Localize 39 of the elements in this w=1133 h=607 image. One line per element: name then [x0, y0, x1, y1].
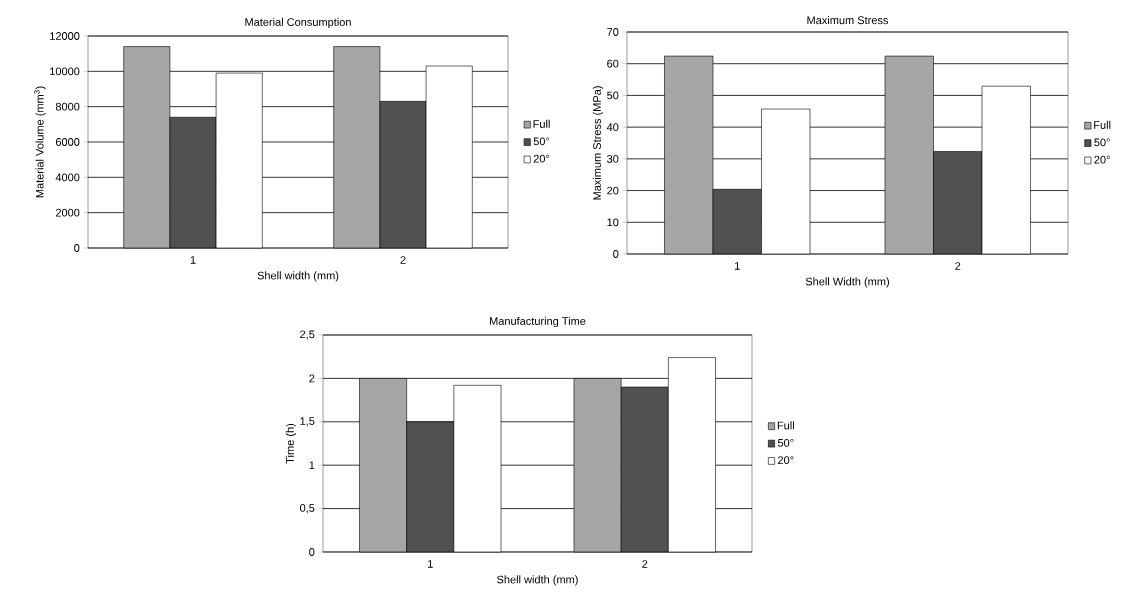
y-tick-label: 6000	[55, 138, 80, 146]
y-tick-label: 20	[607, 186, 619, 195]
y-tick-label: 60	[607, 59, 619, 68]
x-axis-title: Shell width (mm)	[257, 271, 339, 282]
y-tick-label: 1	[309, 461, 315, 469]
y-tick-label: 10	[607, 218, 619, 227]
legend-label: 20°	[778, 456, 794, 465]
y-tick-label: 10000	[50, 67, 80, 76]
legend-label: 20°	[1094, 155, 1110, 164]
legend-label: 50°	[533, 137, 550, 146]
y-axis-title: Maximum Stress (MPa)	[592, 86, 604, 200]
x-axis-title: Shell width (mm)	[497, 575, 578, 586]
legend-label: Full	[777, 421, 794, 430]
y-tick-label: 8000	[55, 102, 80, 111]
chart-title: Maximum Stress	[807, 16, 889, 25]
chart-title: Manufacturing Time	[490, 316, 586, 328]
legend-label: 50°	[1094, 138, 1110, 147]
y-tick-label: 0,5	[300, 504, 315, 514]
y-axis-title: Time (h)	[285, 423, 297, 464]
y-tick-label: 2000	[55, 208, 80, 217]
y-tick-label: 2	[309, 374, 315, 383]
y-tick-label: 2,5	[300, 330, 315, 340]
y-tick-label: 0	[74, 244, 80, 252]
y-tick-label: 40	[606, 123, 619, 132]
y-tick-label: 0	[309, 548, 315, 556]
y-tick-label: 30	[607, 154, 619, 163]
y-tick-label: 70	[607, 28, 619, 36]
legend-label: 50°	[777, 438, 794, 447]
y-tick-label: 4000	[55, 173, 80, 182]
y-tick-label: 1,5	[300, 417, 315, 427]
legend-label: Full	[533, 119, 550, 128]
y-tick-label: 12000	[50, 32, 80, 40]
legend-label: 20°	[533, 154, 550, 163]
x-axis-title: Shell Width (mm)	[805, 277, 889, 288]
legend-label: Full	[1094, 120, 1111, 129]
chart-title: Material Consumption	[245, 17, 351, 29]
y-axis-title: Material Volume (mm$^{3}$)	[34, 86, 46, 198]
y-tick-label: 50	[607, 91, 619, 100]
y-tick-label: 0	[613, 250, 619, 258]
